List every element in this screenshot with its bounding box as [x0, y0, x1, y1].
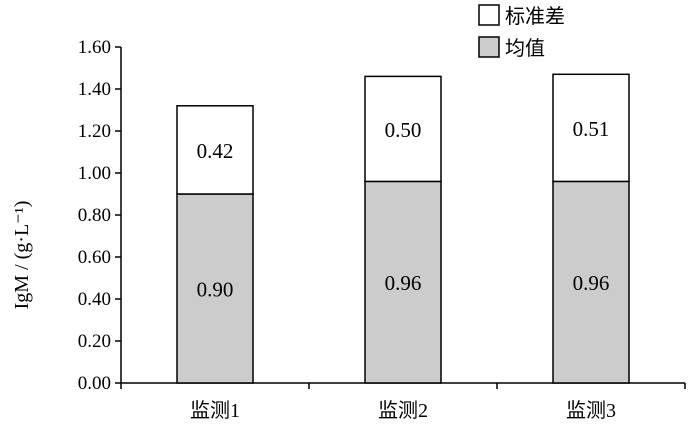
data-label-std: 0.51 [573, 117, 610, 141]
y-tick-label: 1.00 [78, 163, 111, 184]
x-tick-label: 监测1 [190, 399, 240, 422]
y-tick-label: 0.60 [78, 247, 111, 268]
x-tick-label: 监测3 [566, 399, 616, 422]
legend-swatch [478, 36, 500, 58]
bar-segment-std [364, 75, 442, 183]
labels: 0.90 0.42 监测1 0.96 0.50 监测2 0.96 0.51 监测3 [190, 117, 616, 422]
data-label-std: 0.50 [385, 118, 422, 142]
legend-label: 标准差 [505, 5, 565, 28]
y-tick-label: 1.40 [78, 79, 111, 100]
data-label-mean: 0.90 [197, 278, 234, 302]
data-label-mean: 0.96 [573, 271, 610, 295]
bar-segment-mean [364, 180, 442, 384]
bar-segment-mean [552, 180, 630, 384]
y-tick-label: 0.80 [78, 205, 111, 226]
y-tick-label: 0.00 [78, 373, 111, 394]
data-label-mean: 0.96 [385, 271, 422, 295]
x-tick-label: 监测2 [378, 399, 428, 422]
y-tick-label: 1.20 [78, 121, 111, 142]
y-tick-label: 0.40 [78, 289, 111, 310]
y-axis-title: IgM / (g·L⁻¹) [11, 201, 33, 310]
bars [176, 73, 630, 384]
legend-swatch [478, 4, 500, 26]
y-tick-label: 0.20 [78, 331, 111, 352]
bar-segment-mean [176, 193, 254, 384]
legend-label: 均值 [505, 37, 545, 60]
bar-segment-std [176, 105, 254, 195]
y-tick-label: 1.60 [78, 37, 111, 58]
bar-segment-std [552, 73, 630, 183]
data-label-std: 0.42 [197, 139, 234, 163]
